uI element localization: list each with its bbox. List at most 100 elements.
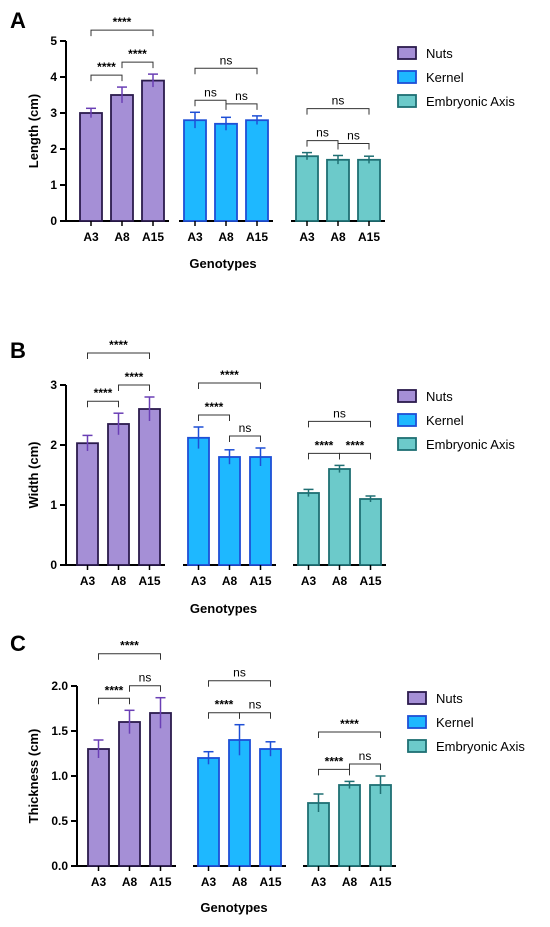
x-tick-label: A8: [332, 574, 348, 588]
significance-label: ****: [205, 400, 224, 414]
significance-label: ****: [325, 754, 344, 768]
bar: [338, 784, 361, 867]
significance-bracket: [308, 420, 371, 428]
bar: [218, 456, 241, 566]
legend-swatch: [407, 715, 427, 729]
legend-swatch: [407, 691, 427, 705]
x-tick-label: A15: [369, 875, 391, 889]
bar: [295, 155, 319, 222]
significance-label: ns: [249, 698, 262, 712]
x-tick-label: A8: [330, 230, 346, 244]
significance-label: ns: [239, 421, 252, 435]
significance-bracket: [306, 108, 370, 115]
legend-swatch: [397, 437, 417, 451]
significance-bracket: [194, 67, 258, 75]
panel-letter: B: [10, 338, 26, 363]
legend-label: Nuts: [426, 389, 453, 404]
legend-label: Nuts: [436, 691, 463, 706]
significance-bracket: [194, 99, 227, 107]
significance-label: ns: [235, 89, 248, 103]
panel-letter: C: [10, 631, 26, 656]
x-tick-label: A3: [191, 574, 207, 588]
y-tick-label: 5: [50, 34, 57, 48]
significance-bracket: [208, 712, 240, 719]
significance-label: ****: [215, 698, 234, 712]
significance-label: ns: [233, 666, 246, 680]
legend-swatch: [397, 389, 417, 403]
bar: [187, 436, 210, 566]
significance-bracket: [118, 384, 150, 391]
x-tick-label: A15: [138, 574, 160, 588]
y-tick-label: 1.0: [51, 769, 68, 783]
y-tick-label: 3: [50, 378, 57, 392]
significance-label: ****: [346, 438, 365, 452]
significance-bracket: [129, 685, 161, 692]
y-tick-label: 1: [50, 178, 57, 192]
bar: [110, 94, 134, 222]
bar: [107, 423, 130, 566]
bar: [259, 748, 282, 867]
legend-label: Kernel: [426, 413, 464, 428]
bar: [245, 119, 269, 222]
significance-label: ns: [204, 85, 217, 99]
significance-label: ns: [333, 406, 346, 420]
bar: [87, 748, 110, 867]
significance-label: ****: [105, 683, 124, 697]
y-tick-label: 2.0: [51, 679, 68, 693]
y-tick-label: 0: [50, 214, 57, 228]
x-tick-label: A3: [201, 875, 217, 889]
significance-bracket: [308, 452, 340, 460]
x-tick-label: A8: [222, 574, 238, 588]
x-tick-label: A3: [301, 574, 317, 588]
legend-label: Kernel: [436, 715, 474, 730]
bar: [359, 498, 382, 566]
significance-label: ns: [139, 671, 152, 685]
panel-b: B 0 1 2 3 Width (cm) A3 A8 A15 **** **** **** A3 A8 A1…: [10, 338, 515, 616]
legend-swatch: [397, 413, 417, 427]
legend-swatch: [397, 70, 417, 84]
legend-label: Embryonic Axis: [436, 739, 525, 754]
y-axis-title: Length (cm): [26, 94, 41, 168]
bar: [228, 739, 251, 867]
x-tick-label: A15: [249, 574, 271, 588]
bar: [328, 468, 351, 566]
significance-label: ****: [120, 639, 139, 653]
x-tick-label: A15: [359, 574, 381, 588]
y-tick-label: 1: [50, 498, 57, 512]
significance-bracket: [98, 697, 130, 705]
bar: [357, 158, 381, 222]
significance-label: ****: [315, 438, 334, 452]
bar: [149, 712, 172, 867]
x-tick-label: A8: [111, 574, 127, 588]
significance-bracket: [318, 768, 350, 776]
significance-label: ****: [220, 368, 239, 382]
y-tick-label: 4: [50, 70, 57, 84]
x-tick-label: A15: [149, 875, 171, 889]
significance-bracket: [349, 763, 381, 770]
x-axis-title: Genotypes: [189, 256, 256, 271]
y-tick-label: 2: [50, 142, 57, 156]
bar: [118, 721, 141, 867]
significance-bracket: [90, 29, 154, 37]
x-tick-label: A15: [358, 230, 380, 244]
panel-a: A 0 1 2 3 4 5 Length (cm) A3 A8 A15 **** **** **** A3 A…: [10, 8, 515, 271]
y-tick-label: 1.5: [51, 724, 68, 738]
x-tick-label: A8: [114, 230, 130, 244]
y-tick-label: 2: [50, 438, 57, 452]
x-tick-label: A15: [246, 230, 268, 244]
significance-bracket: [225, 103, 258, 110]
legend-label: Kernel: [426, 70, 464, 85]
bar: [197, 757, 220, 867]
significance-bracket: [239, 712, 271, 719]
y-tick-label: 0.0: [51, 859, 68, 873]
significance-bracket: [198, 382, 261, 389]
bar: [138, 408, 161, 566]
bar: [297, 492, 320, 566]
significance-bracket: [98, 653, 161, 660]
y-tick-label: 3: [50, 106, 57, 120]
bar: [183, 119, 207, 222]
legend-swatch: [407, 739, 427, 753]
x-tick-label: A3: [187, 230, 203, 244]
legend-label: Nuts: [426, 46, 453, 61]
significance-label: ns: [316, 126, 329, 140]
